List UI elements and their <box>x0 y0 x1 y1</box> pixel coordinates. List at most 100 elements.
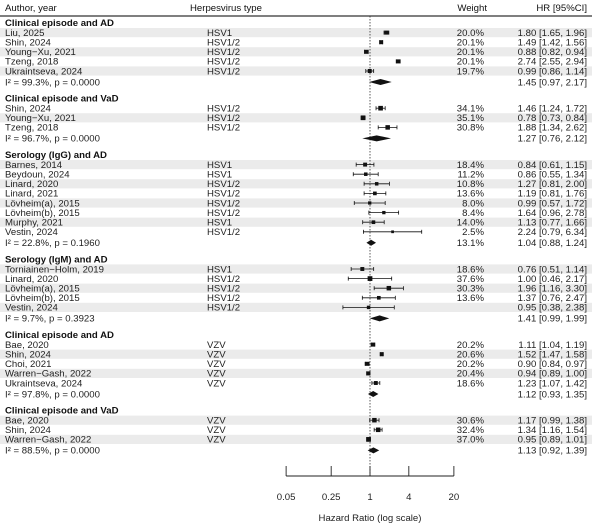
study-row: Liu, 2025 HSV1 20.0% 1.80 [1.65, 1.96] <box>5 28 587 39</box>
study-hr-ci: 0.86 [0.55, 1.34] <box>518 170 587 181</box>
study-hr-ci: 1.27 [0.81, 2.00] <box>518 179 587 190</box>
row-shade <box>0 179 592 189</box>
study-row: Shin, 2024 HSV1/2 20.1% 1.49 [1.42, 1.56] <box>5 38 587 49</box>
row-shade <box>0 160 592 170</box>
study-weight: 32.4% <box>457 425 485 436</box>
study-virus-type: HSV1/2 <box>207 208 240 219</box>
study-row: Beydoun, 2024 HSV1 11.2% 0.86 [0.55, 1.34] <box>5 170 587 181</box>
summary-hr-ci: 1.04 [0.88, 1.24] <box>518 238 587 249</box>
point-estimate-marker <box>373 381 378 385</box>
summary-diamond <box>369 79 392 85</box>
study-virus-type: HSV1/2 <box>207 66 240 77</box>
study-hr-ci: 1.34 [1.16, 1.54] <box>518 425 587 436</box>
study-hr-ci: 2.24 [0.79, 6.34] <box>518 227 587 238</box>
summary-row: I² = 9.7%, p = 0.3923 1.41 [0.99, 1.99] <box>5 314 587 325</box>
study-row: Lövheim(b), 2015 HSV1/2 13.6% 1.37 [0.76, 2… <box>5 293 587 304</box>
point-estimate-marker <box>376 295 381 300</box>
study-row: Bae, 2020 VZV 30.6% 1.17 [0.99, 1.38] <box>5 416 587 427</box>
summary-diamond <box>367 391 379 397</box>
column-header-type: Herpesvirus type <box>190 3 262 14</box>
row-shade <box>0 47 592 57</box>
row-shade <box>0 302 592 312</box>
study-author: Beydoun, 2024 <box>5 170 70 181</box>
row-shade <box>0 349 592 359</box>
study-virus-type: HSV1 <box>207 264 232 275</box>
study-author: Warren−Gash, 2022 <box>5 369 91 380</box>
study-virus-type: VZV <box>207 416 226 427</box>
study-author: Linard, 2020 <box>5 274 58 285</box>
point-estimate-marker <box>364 172 368 176</box>
point-estimate-marker <box>379 40 384 45</box>
study-hr-ci: 1.13 [0.77, 1.66] <box>518 218 587 229</box>
study-author: Bae, 2020 <box>5 416 49 427</box>
study-hr-ci: 1.37 [0.76, 2.47] <box>518 293 587 304</box>
study-row: Young−Xu, 2021 HSV1/2 20.1% 0.88 [0.82, 0.9… <box>5 47 587 58</box>
study-virus-type: VZV <box>207 359 226 370</box>
study-weight: 20.0% <box>457 28 485 39</box>
heterogeneity-stat: I² = 99.3%, p = 0.0000 <box>5 77 100 88</box>
point-estimate-marker <box>385 125 390 130</box>
study-weight: 13.6% <box>457 189 485 200</box>
study-virus-type: HSV1/2 <box>207 123 240 134</box>
point-estimate-marker <box>368 201 372 205</box>
study-author: Linard, 2021 <box>5 189 58 200</box>
study-weight: 8.0% <box>462 198 484 209</box>
point-estimate-marker <box>366 371 371 376</box>
subgroup-title: Clinical episode and VaD <box>5 94 119 105</box>
row-shade <box>0 113 592 123</box>
point-estimate-marker <box>367 69 372 73</box>
study-author: Shin, 2024 <box>5 425 52 436</box>
study-hr-ci: 1.46 [1.24, 1.72] <box>518 104 587 115</box>
column-header-weight: Weight <box>457 3 487 14</box>
x-axis-label: Hazard Ratio (log scale) <box>319 513 422 524</box>
tick-label: 1 <box>367 492 372 503</box>
study-author: Ukraintseva, 2024 <box>5 378 83 389</box>
study-hr-ci: 0.99 [0.57, 1.72] <box>518 198 587 209</box>
study-weight: 19.7% <box>457 66 485 77</box>
study-row: Warren−Gash, 2022 VZV 20.4% 0.94 [0.89, 1.0… <box>5 369 587 380</box>
study-row: Tzeng, 2018 HSV1/2 20.1% 2.74 [2.55, 2.94] <box>5 57 587 68</box>
study-author: Torniainen−Holm, 2019 <box>5 264 104 275</box>
study-row: Linard, 2020 HSV1/2 10.8% 1.27 [0.81, 2.00] <box>5 179 587 190</box>
study-weight: 18.6% <box>457 378 485 389</box>
point-estimate-marker <box>365 361 370 366</box>
study-author: Warren−Gash, 2022 <box>5 435 91 446</box>
study-hr-ci: 1.80 [1.65, 1.96] <box>518 28 587 39</box>
summary-row: I² = 96.7%, p = 0.0000 1.27 [0.76, 2.12] <box>5 134 587 145</box>
study-hr-ci: 1.49 [1.42, 1.56] <box>518 38 587 49</box>
study-hr-ci: 0.95 [0.89, 1.01] <box>518 435 587 446</box>
study-hr-ci: 1.23 [1.07, 1.42] <box>518 378 587 389</box>
study-author: Linard, 2020 <box>5 179 58 190</box>
study-weight: 20.1% <box>457 47 485 58</box>
row-shade <box>0 283 592 293</box>
study-hr-ci: 1.00 [0.46, 2.17] <box>518 274 587 285</box>
heterogeneity-stat: I² = 88.5%, p = 0.0000 <box>5 446 100 457</box>
summary-diamond <box>369 315 390 322</box>
column-header-hr: HR [95%CI] <box>536 3 587 14</box>
summary-diamond <box>366 239 377 246</box>
row-shade <box>0 368 592 378</box>
study-author: Lövheim(a), 2015 <box>5 284 80 295</box>
study-author: Young−Xu, 2021 <box>5 47 76 58</box>
row-shading <box>0 28 592 444</box>
study-hr-ci: 1.88 [1.34, 2.62] <box>518 123 587 134</box>
heterogeneity-stat: I² = 96.7%, p = 0.0000 <box>5 134 100 145</box>
row-shade <box>0 264 592 274</box>
study-virus-type: HSV1/2 <box>207 189 240 200</box>
study-weight: 35.1% <box>457 113 485 124</box>
study-row: Choi, 2021 VZV 20.2% 0.90 [0.84, 0.97] <box>5 359 587 370</box>
study-author: Liu, 2025 <box>5 28 44 39</box>
study-virus-type: VZV <box>207 435 226 446</box>
study-row: Ukraintseva, 2024 HSV1/2 19.7% 0.99 [0.86, … <box>5 66 587 77</box>
summary-row: I² = 99.3%, p = 0.0000 1.45 [0.97, 2.17] <box>5 77 587 88</box>
study-hr-ci: 1.96 [1.16, 3.30] <box>518 284 587 295</box>
study-virus-type: HSV1 <box>207 160 232 171</box>
point-estimate-marker <box>374 182 379 186</box>
study-weight: 20.6% <box>457 350 485 361</box>
study-weight: 11.2% <box>458 170 485 181</box>
study-row: Warren−Gash, 2022 VZV 37.0% 0.95 [0.89, 1.0… <box>5 435 587 446</box>
point-estimate-marker <box>384 30 389 35</box>
